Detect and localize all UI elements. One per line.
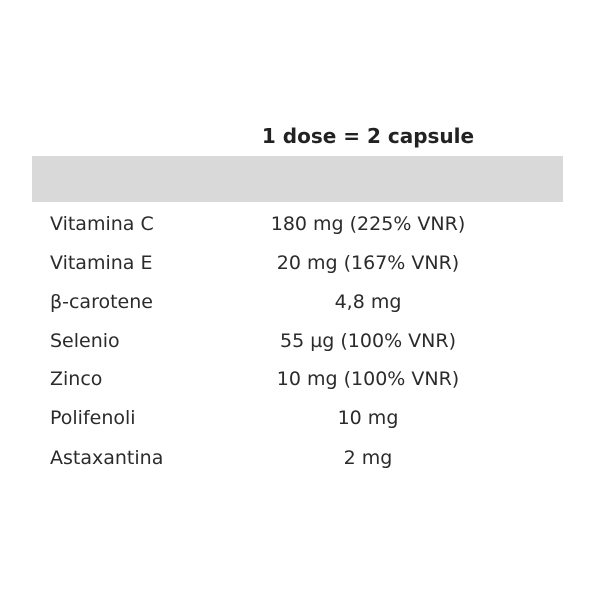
nutrient-value: 10 mg xyxy=(337,407,399,429)
nutrient-name: Polifenoli xyxy=(50,407,136,429)
nutrient-value: 4,8 mg xyxy=(334,291,402,313)
table-row: Polifenoli 10 mg xyxy=(0,407,600,443)
nutrient-name: Astaxantina xyxy=(50,447,164,469)
table-row: Astaxantina 2 mg xyxy=(0,447,600,483)
nutrient-value: 2 mg xyxy=(343,447,393,469)
table-row: Vitamina E 20 mg (167% VNR) xyxy=(0,252,600,288)
nutrient-name: Vitamina C xyxy=(50,213,154,235)
nutrient-value: 10 mg (100% VNR) xyxy=(276,368,460,390)
column-header: 1 dose = 2 capsule xyxy=(261,124,475,148)
table-row: Zinco 10 mg (100% VNR) xyxy=(0,368,600,404)
table-row: β-carotene 4,8 mg xyxy=(0,291,600,327)
nutrient-name: Zinco xyxy=(50,368,103,390)
nutrient-value: 55 µg (100% VNR) xyxy=(279,330,456,352)
table-row: Vitamina C 180 mg (225% VNR) xyxy=(0,213,600,249)
nutrient-name: Vitamina E xyxy=(50,252,153,274)
nutrient-name: β-carotene xyxy=(50,291,153,313)
nutrient-name: Selenio xyxy=(50,330,120,352)
header-band xyxy=(32,156,563,202)
nutrient-value: 20 mg (167% VNR) xyxy=(276,252,460,274)
table-row: Selenio 55 µg (100% VNR) xyxy=(0,330,600,366)
nutrient-value: 180 mg (225% VNR) xyxy=(270,213,466,235)
